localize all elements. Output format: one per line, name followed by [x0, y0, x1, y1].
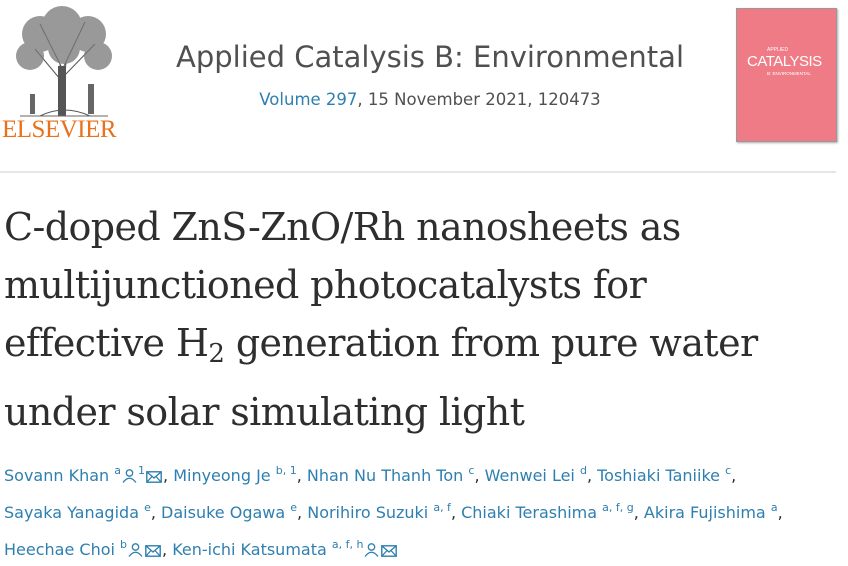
- separator: ,: [777, 503, 783, 522]
- author: Heechae Choi b: [4, 538, 162, 559]
- title-line: C-doped ZnS-ZnO/Rh nanosheets as: [4, 205, 681, 249]
- affiliation[interactable]: c: [725, 464, 732, 477]
- author: Akira Fujishima a: [643, 501, 778, 522]
- author-name[interactable]: Wenwei Lei: [484, 466, 575, 485]
- issue-info: , 15 November 2021, 120473: [357, 90, 601, 109]
- journal-name[interactable]: Applied Catalysis B: Environmental: [176, 40, 684, 74]
- cover-subtitle: B: ENVIRONMENTAL: [767, 71, 811, 76]
- affiliation[interactable]: b: [120, 538, 128, 551]
- separator: ,: [633, 503, 644, 522]
- separator: ,: [163, 466, 174, 485]
- author-name[interactable]: Minyeong Je: [173, 466, 271, 485]
- author-name[interactable]: Sayaka Yanagida: [4, 503, 139, 522]
- title-line: under solar simulating light: [4, 390, 525, 434]
- affiliation[interactable]: d: [579, 464, 587, 477]
- author: Sayaka Yanagida e: [4, 501, 151, 522]
- author: Chiaki Terashima a, f, g: [461, 501, 634, 522]
- affiliation[interactable]: c: [468, 464, 475, 477]
- author-name[interactable]: Chiaki Terashima: [461, 503, 598, 522]
- author-name[interactable]: Heechae Choi: [4, 540, 115, 559]
- mail-icon[interactable]: [146, 471, 162, 483]
- author: Ken-ichi Katsumata a, f, h: [172, 538, 398, 559]
- separator: ,: [731, 466, 737, 485]
- author: Daisuke Ogawa e: [161, 501, 298, 522]
- article-title: C-doped ZnS-ZnO/Rh nanosheets as multiju…: [4, 198, 758, 441]
- separator: ,: [150, 503, 162, 522]
- author-name[interactable]: Norihiro Suzuki: [307, 503, 429, 522]
- author: Toshiaki Taniike c: [597, 464, 732, 485]
- journal-cover[interactable]: APPLIED CATALYSIS B: ENVIRONMENTAL: [736, 8, 837, 142]
- separator: ,: [297, 503, 308, 522]
- title-subscript: 2: [208, 339, 225, 369]
- mail-icon[interactable]: [145, 545, 161, 557]
- footnote[interactable]: 1: [138, 464, 146, 477]
- author-name[interactable]: Ken-ichi Katsumata: [172, 540, 327, 559]
- separator: ,: [296, 466, 307, 485]
- affiliation[interactable]: a, f: [433, 501, 451, 514]
- author: Nhan Nu Thanh Ton c: [306, 464, 475, 485]
- author-list: Sovann Khan a 1, Minyeong Je b, 1, Nhan N…: [4, 455, 844, 566]
- affiliation[interactable]: b, 1: [275, 464, 297, 477]
- affiliation[interactable]: e: [144, 501, 151, 514]
- affiliation[interactable]: a, f, h: [331, 538, 364, 551]
- author-name[interactable]: Akira Fujishima: [643, 503, 766, 522]
- affiliation[interactable]: a: [114, 464, 122, 477]
- volume-link[interactable]: Volume 297: [259, 90, 358, 109]
- separator: ,: [586, 466, 598, 485]
- author-name[interactable]: Toshiaki Taniike: [597, 466, 720, 485]
- title-text: effective H: [4, 321, 209, 365]
- author: Minyeong Je b, 1: [173, 464, 297, 485]
- person-icon[interactable]: [128, 543, 143, 557]
- publisher: ELSEVIER: [2, 116, 117, 143]
- title-line: effective H2 generation from pure water: [4, 314, 758, 383]
- separator: ,: [474, 466, 485, 485]
- cover-label: APPLIED: [767, 47, 789, 53]
- author-name[interactable]: Nhan Nu Thanh Ton: [306, 466, 464, 485]
- separator: ,: [162, 540, 173, 559]
- mail-icon[interactable]: [381, 545, 398, 557]
- title-text: generation from pure water: [224, 321, 758, 365]
- author: Norihiro Suzuki a, f: [307, 501, 451, 522]
- author: Wenwei Lei d: [484, 464, 587, 485]
- divider: [0, 171, 836, 173]
- title-line: multijunctioned photocatalysts for: [4, 263, 647, 307]
- person-icon[interactable]: [364, 543, 379, 557]
- affiliation[interactable]: e: [290, 501, 298, 514]
- cover-title: CATALYSIS: [747, 53, 822, 70]
- author-name[interactable]: Daisuke Ogawa: [161, 503, 286, 522]
- person-icon[interactable]: [122, 469, 137, 483]
- issue-line: Volume 297, 15 November 2021, 120473: [130, 90, 730, 109]
- author: Sovann Khan a 1: [4, 464, 163, 485]
- affiliation[interactable]: a, f, g: [602, 501, 634, 514]
- separator: ,: [450, 503, 462, 522]
- author-name[interactable]: Sovann Khan: [4, 466, 110, 485]
- elsevier-tree: [16, 6, 112, 117]
- affiliation[interactable]: a: [770, 501, 778, 514]
